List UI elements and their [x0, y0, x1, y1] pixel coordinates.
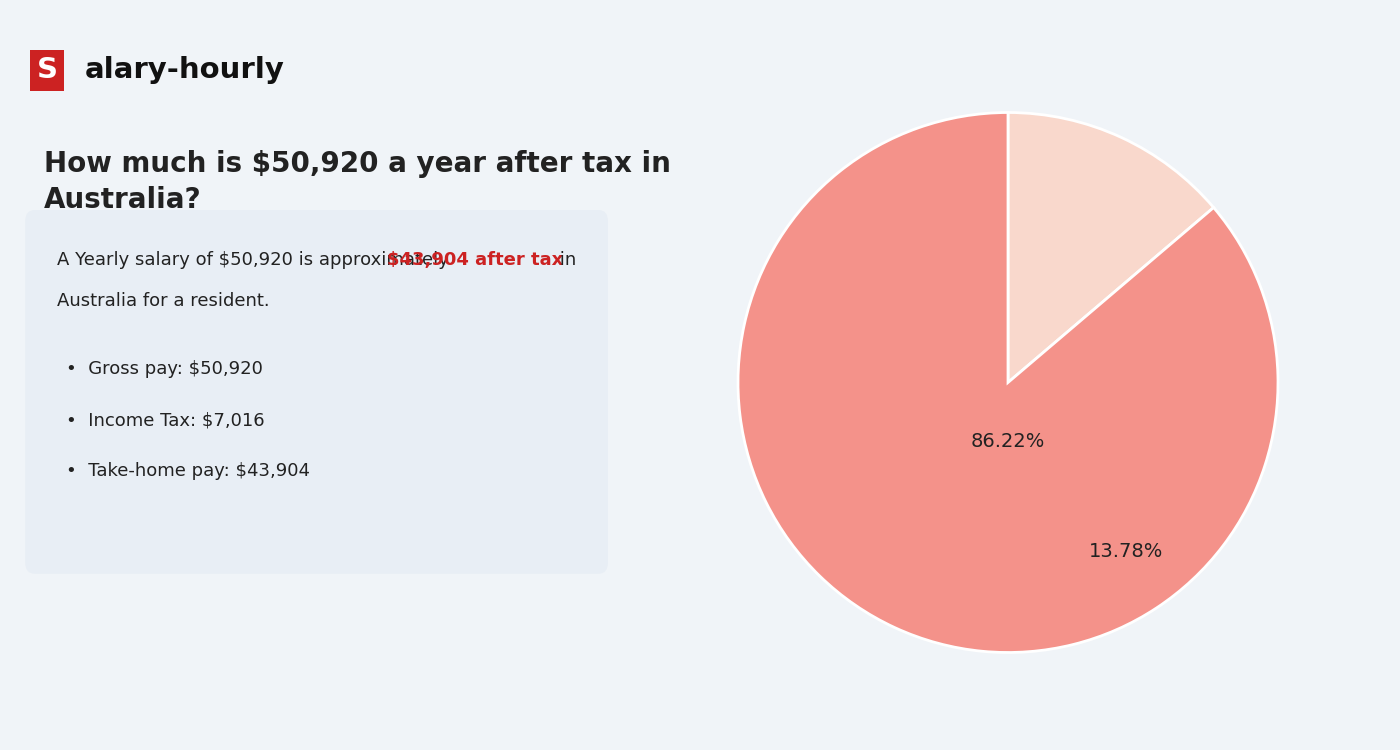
- Text: •  Take-home pay: $43,904: • Take-home pay: $43,904: [66, 462, 311, 480]
- Text: 13.78%: 13.78%: [1089, 542, 1163, 561]
- Text: How much is $50,920 a year after tax in
Australia?: How much is $50,920 a year after tax in …: [45, 150, 671, 214]
- Text: •  Gross pay: $50,920: • Gross pay: $50,920: [66, 360, 263, 378]
- Text: Australia for a resident.: Australia for a resident.: [56, 292, 269, 310]
- Wedge shape: [1008, 112, 1214, 382]
- Text: •  Income Tax: $7,016: • Income Tax: $7,016: [66, 411, 265, 429]
- Text: alary-hourly: alary-hourly: [85, 56, 286, 84]
- Text: S: S: [36, 56, 57, 84]
- Text: A Yearly salary of $50,920 is approximately: A Yearly salary of $50,920 is approximat…: [56, 251, 455, 269]
- Text: $43,904 after tax: $43,904 after tax: [388, 251, 564, 269]
- Wedge shape: [738, 112, 1278, 652]
- Text: in: in: [554, 251, 577, 269]
- FancyBboxPatch shape: [25, 210, 608, 574]
- Text: 86.22%: 86.22%: [970, 433, 1046, 451]
